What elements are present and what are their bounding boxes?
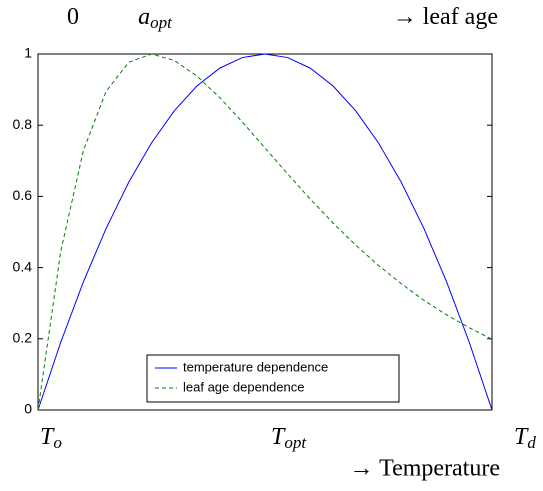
x-category-label-text: T xyxy=(40,424,55,450)
x-category-label-text: T xyxy=(271,424,286,450)
x-category-label: Topt xyxy=(271,424,307,452)
line-series xyxy=(37,53,493,411)
legend-box xyxy=(146,354,400,403)
x-category-label: Td xyxy=(514,424,536,452)
y-tick-label: 0.2 xyxy=(13,330,33,346)
x-category-label-sub: d xyxy=(527,433,536,452)
x-category-label-sub: opt xyxy=(284,433,307,452)
x-category-label: To xyxy=(40,424,62,452)
y-tick-label: 0.6 xyxy=(13,187,33,203)
y-tick-label: 0.8 xyxy=(13,116,33,132)
top-label-sub: opt xyxy=(150,13,173,32)
x-category-label-sub: o xyxy=(53,433,62,452)
top-label: 0 xyxy=(67,4,79,30)
x-category-label-text: T xyxy=(514,424,529,450)
top-label: aopt xyxy=(138,4,173,32)
top-label-text: a xyxy=(138,4,150,30)
y-tick-label: 0.4 xyxy=(13,258,33,274)
x-axis-label: → Temperature xyxy=(350,456,500,482)
legend-label: leaf age dependence xyxy=(183,379,304,394)
y-tick-label: 0 xyxy=(24,401,32,417)
legend-label: temperature dependence xyxy=(183,359,328,374)
line-series xyxy=(37,53,493,411)
top-label: → leaf age xyxy=(393,4,498,30)
top-label-text: 0 xyxy=(67,4,79,30)
y-tick-label: 1 xyxy=(24,45,32,61)
top-label-text: → leaf age xyxy=(393,4,498,30)
